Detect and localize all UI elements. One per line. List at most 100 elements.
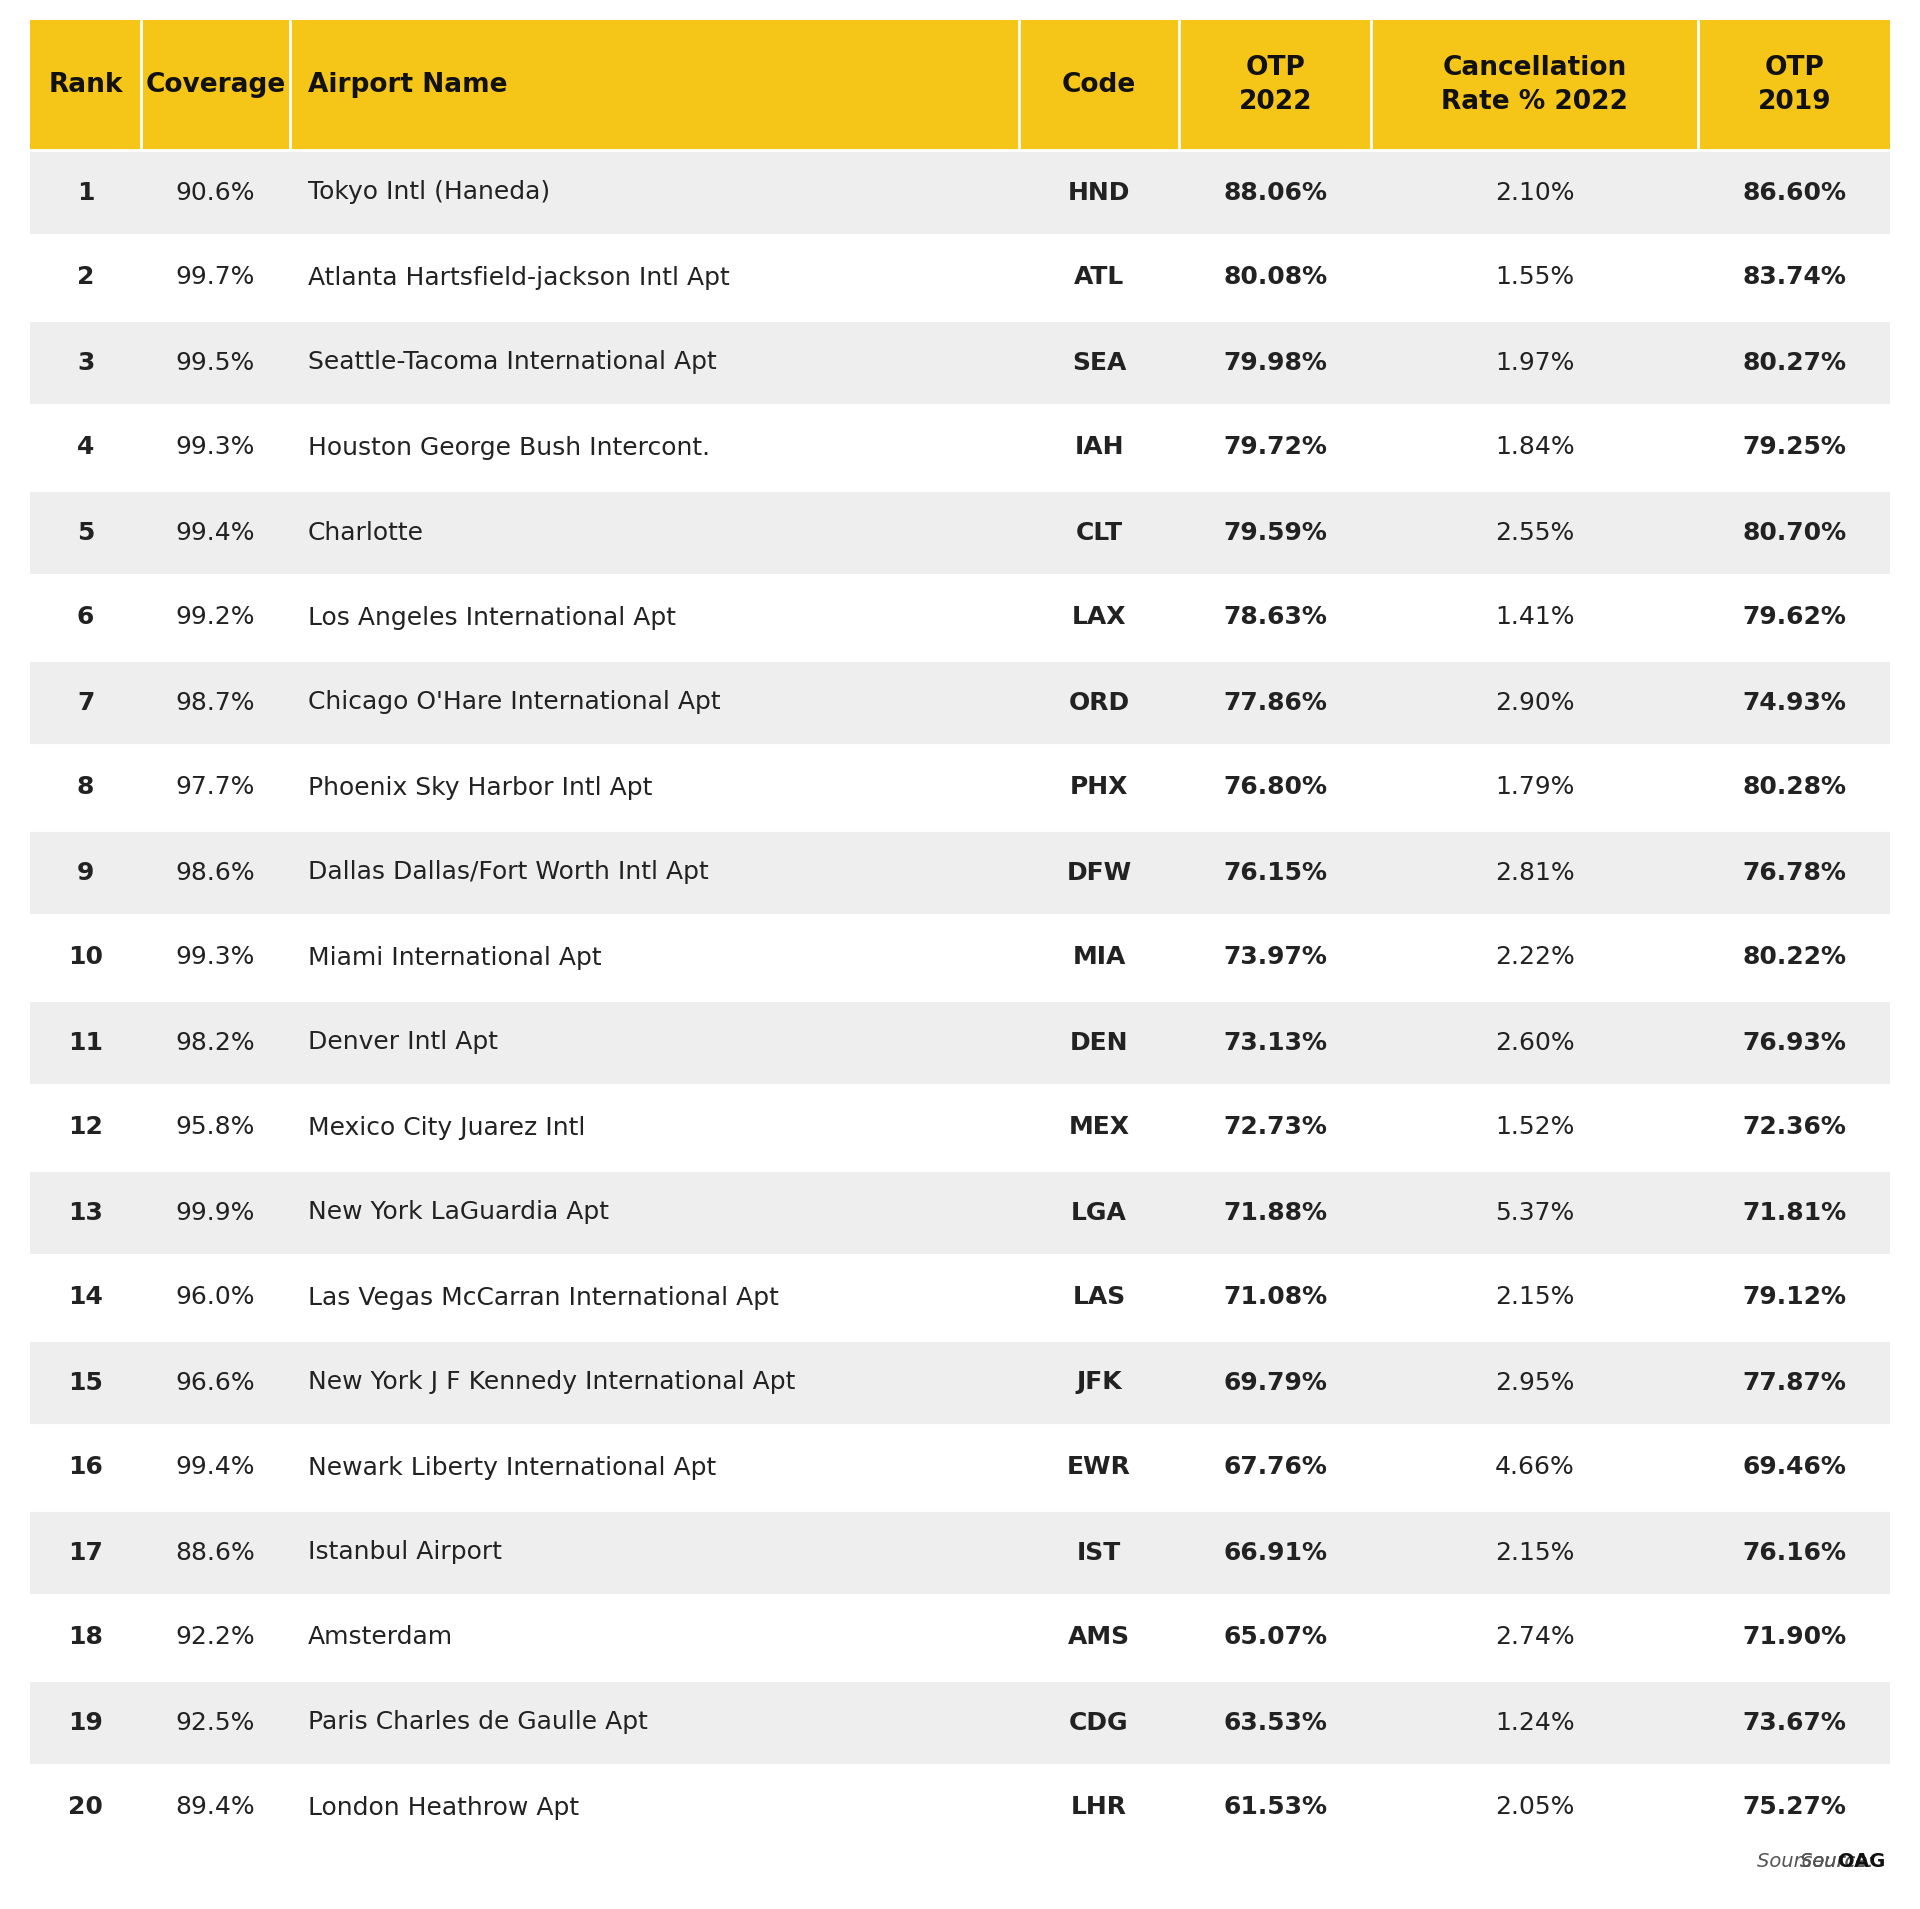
Bar [1179, 405, 1371, 491]
Text: 67.76%: 67.76% [1223, 1455, 1327, 1479]
Text: New York LaGuardia Apt: New York LaGuardia Apt [307, 1201, 609, 1224]
Bar [1699, 1340, 1889, 1424]
Text: Newark Liberty International Apt: Newark Liberty International Apt [307, 1455, 716, 1479]
Bar [1699, 830, 1889, 914]
Bar [290, 1680, 1020, 1766]
Bar [1020, 491, 1179, 575]
Text: 72.36%: 72.36% [1741, 1115, 1847, 1140]
Text: 3: 3 [77, 351, 94, 374]
Bar [31, 1596, 142, 1680]
Text: 76.78%: 76.78% [1741, 861, 1847, 884]
Bar [1179, 321, 1371, 405]
Text: 4: 4 [77, 435, 94, 460]
Text: 5: 5 [77, 521, 94, 544]
Bar [290, 1424, 1020, 1510]
Text: OTP
2019: OTP 2019 [1757, 55, 1832, 115]
Bar [290, 745, 1020, 830]
Text: 99.5%: 99.5% [177, 351, 255, 374]
Text: 2.15%: 2.15% [1496, 1285, 1574, 1310]
Text: 2.90%: 2.90% [1496, 691, 1574, 714]
Bar [1371, 321, 1699, 405]
Text: 98.6%: 98.6% [175, 861, 255, 884]
Text: 92.2%: 92.2% [175, 1625, 255, 1649]
Bar [1371, 1254, 1699, 1340]
Bar [1699, 661, 1889, 745]
Bar [1179, 1254, 1371, 1340]
Bar [1020, 151, 1179, 235]
Text: ORD: ORD [1068, 691, 1129, 714]
Bar [142, 1340, 290, 1424]
Text: 79.98%: 79.98% [1223, 351, 1327, 374]
Text: 2.10%: 2.10% [1496, 181, 1574, 204]
Bar [1020, 19, 1179, 151]
Text: 99.7%: 99.7% [177, 265, 255, 290]
Text: 71.81%: 71.81% [1741, 1201, 1847, 1224]
Text: Source: OAG: Source: OAG [1741, 1852, 1880, 1871]
Text: 66.91%: 66.91% [1223, 1541, 1327, 1565]
Text: 99.4%: 99.4% [175, 1455, 255, 1479]
Text: Seattle-Tacoma International Apt: Seattle-Tacoma International Apt [307, 351, 716, 374]
Bar [1371, 1766, 1699, 1850]
Bar [142, 1596, 290, 1680]
Bar [1020, 1424, 1179, 1510]
Bar [1699, 1254, 1889, 1340]
Text: 12: 12 [69, 1115, 104, 1140]
Bar [142, 321, 290, 405]
Text: Las Vegas McCarran International Apt: Las Vegas McCarran International Apt [307, 1285, 778, 1310]
Bar [142, 745, 290, 830]
Bar [1371, 575, 1699, 661]
Bar [31, 830, 142, 914]
Text: 4.66%: 4.66% [1496, 1455, 1574, 1479]
Text: CDG: CDG [1069, 1710, 1129, 1735]
Bar [290, 405, 1020, 491]
Bar [31, 1680, 142, 1766]
Text: 90.6%: 90.6% [175, 181, 255, 204]
Bar [1179, 1680, 1371, 1766]
Bar [31, 1766, 142, 1850]
Text: 99.9%: 99.9% [177, 1201, 255, 1224]
Text: Coverage: Coverage [146, 73, 286, 97]
Bar [31, 405, 142, 491]
Text: 2.05%: 2.05% [1496, 1796, 1574, 1819]
Text: 1.97%: 1.97% [1496, 351, 1574, 374]
Text: LAS: LAS [1073, 1285, 1125, 1310]
Bar [142, 491, 290, 575]
Text: SEA: SEA [1071, 351, 1127, 374]
Bar [1699, 1680, 1889, 1766]
Text: Amsterdam: Amsterdam [307, 1625, 453, 1649]
Bar [290, 1766, 1020, 1850]
Bar [31, 1510, 142, 1596]
Text: LAX: LAX [1071, 605, 1127, 630]
Text: 71.88%: 71.88% [1223, 1201, 1327, 1224]
Text: 76.80%: 76.80% [1223, 775, 1327, 800]
Text: 80.70%: 80.70% [1741, 521, 1847, 544]
Text: 79.25%: 79.25% [1741, 435, 1847, 460]
Text: 65.07%: 65.07% [1223, 1625, 1327, 1649]
Bar [290, 1000, 1020, 1084]
Bar [142, 1084, 290, 1170]
Text: 78.63%: 78.63% [1223, 605, 1327, 630]
Text: JFK: JFK [1077, 1371, 1121, 1394]
Text: 88.6%: 88.6% [175, 1541, 255, 1565]
Bar [290, 830, 1020, 914]
Text: 96.6%: 96.6% [175, 1371, 255, 1394]
Bar [1371, 1680, 1699, 1766]
Text: 10: 10 [67, 945, 104, 970]
Text: Dallas Dallas/Fort Worth Intl Apt: Dallas Dallas/Fort Worth Intl Apt [307, 861, 708, 884]
Bar [31, 575, 142, 661]
Text: 2.55%: 2.55% [1496, 521, 1574, 544]
Bar [142, 151, 290, 235]
Text: 79.59%: 79.59% [1223, 521, 1327, 544]
Text: Phoenix Sky Harbor Intl Apt: Phoenix Sky Harbor Intl Apt [307, 775, 653, 800]
Bar [31, 1170, 142, 1254]
Bar [1020, 1170, 1179, 1254]
Text: 80.27%: 80.27% [1741, 351, 1847, 374]
Text: New York J F Kennedy International Apt: New York J F Kennedy International Apt [307, 1371, 795, 1394]
Bar [1371, 1084, 1699, 1170]
Text: 80.22%: 80.22% [1741, 945, 1847, 970]
Text: 13: 13 [69, 1201, 104, 1224]
Bar [1179, 1170, 1371, 1254]
Text: 20: 20 [69, 1796, 104, 1819]
Text: 79.72%: 79.72% [1223, 435, 1327, 460]
Bar [1179, 151, 1371, 235]
